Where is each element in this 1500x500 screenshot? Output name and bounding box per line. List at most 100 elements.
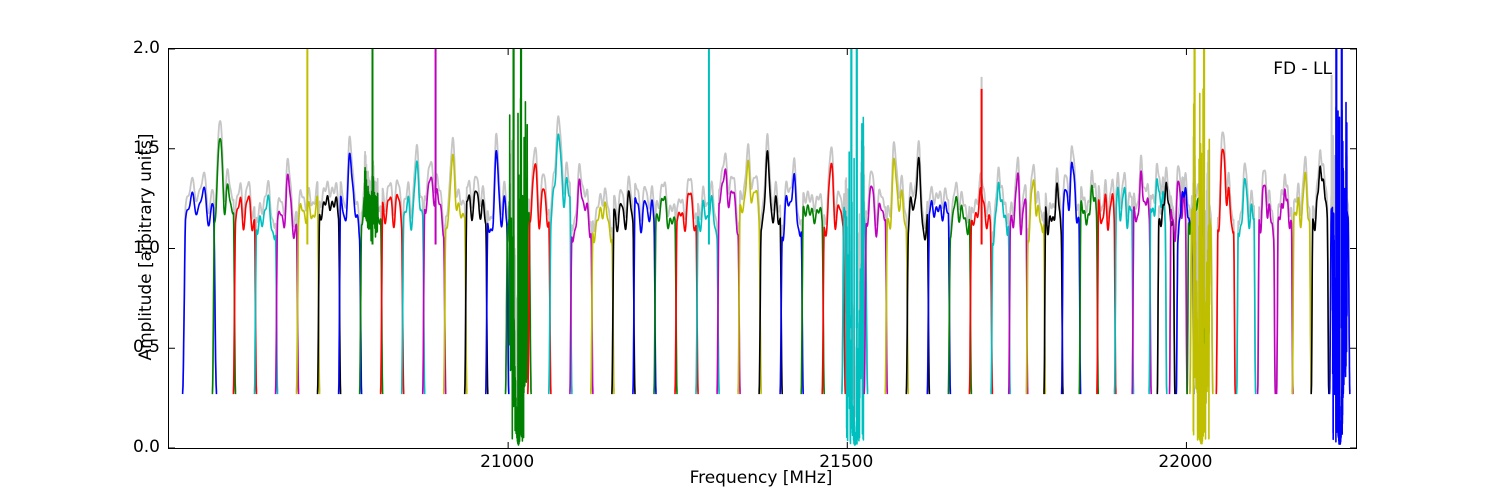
x-axis-label: Frequency [MHz]	[689, 468, 833, 488]
subband-trace-38-c	[990, 181, 1011, 395]
subband-gray-trace-54	[1235, 162, 1257, 392]
subband-trace-31-c	[841, 84, 869, 446]
subband-gray-trace-24	[695, 180, 720, 392]
subband-trace-9-r	[379, 193, 405, 395]
subband-trace-53-r	[1215, 148, 1237, 395]
tick-marks	[169, 49, 1356, 448]
subband-trace-44-r	[1096, 193, 1117, 395]
subband-trace-19-y	[590, 201, 615, 395]
subband-gray-trace-43	[1078, 169, 1100, 392]
subband-trace-17-c	[548, 133, 573, 395]
subband-trace-26-y	[737, 159, 762, 395]
subband-gray-trace-14	[484, 132, 510, 392]
subband-trace-52-y	[1189, 88, 1214, 445]
x-tick-label: 21000	[480, 452, 535, 472]
subband-trace-28-b	[779, 172, 804, 395]
subband-gray-trace-2	[232, 180, 258, 392]
subband-trace-48-k	[1156, 181, 1176, 395]
subband-gray-trace-42	[1060, 145, 1082, 392]
raw-gray-traces	[181, 74, 1351, 419]
subband-gray-trace-13	[463, 175, 489, 392]
subband-trace-55-m	[1256, 184, 1277, 395]
subband-trace-18-m	[569, 178, 594, 395]
subband-trace-58-k	[1310, 165, 1330, 395]
subband-gray-trace-20	[611, 175, 636, 392]
subband-gray-trace-46	[1131, 154, 1153, 392]
subband-trace-11-m	[421, 176, 447, 395]
y-tick-label: 1.5	[132, 137, 160, 158]
subband-traces	[181, 49, 1351, 446]
subband-gray-trace-56	[1275, 173, 1294, 392]
subband-gray-trace-8	[358, 150, 384, 392]
subband-gray-trace-22	[653, 181, 678, 392]
subband-trace-21-b	[632, 197, 657, 395]
y-tick-label: 0.5	[132, 337, 160, 358]
subband-gray-trace-35	[926, 185, 952, 392]
subband-gray-trace-23	[674, 177, 699, 392]
subband-trace-45-c	[1113, 186, 1135, 395]
subband-trace-43-g	[1078, 184, 1100, 395]
subband-trace-7-b	[337, 152, 363, 395]
subband-trace-12-y	[442, 153, 468, 395]
subband-gray-trace-27	[758, 133, 784, 392]
subband-gray-trace-11	[421, 161, 447, 392]
subband-gray-trace-0	[181, 171, 218, 392]
subband-gray-trace-10	[400, 143, 426, 392]
subband-gray-trace-39	[1007, 156, 1029, 392]
subband-trace-1-g	[211, 137, 237, 395]
subband-trace-2-r	[232, 195, 258, 395]
subband-trace-35-b	[926, 199, 952, 395]
subband-gray-trace-44	[1096, 178, 1117, 392]
subband-trace-27-k	[758, 150, 783, 395]
subband-gray-trace-41	[1043, 167, 1064, 392]
plot-axes-box	[168, 48, 1357, 449]
subband-trace-40-y	[1025, 179, 1047, 395]
subband-gray-trace-7	[337, 135, 363, 392]
subband-gray-trace-58	[1310, 149, 1330, 392]
subband-gray-trace-29	[800, 190, 826, 392]
subband-gray-trace-34	[905, 140, 931, 392]
subband-trace-56-m	[1275, 188, 1294, 395]
subband-trace-6-k	[316, 195, 342, 395]
subband-gray-trace-33	[884, 141, 910, 392]
subband-trace-30-r	[821, 162, 847, 395]
subband-trace-33-y	[884, 157, 910, 395]
subband-trace-14-b	[485, 149, 510, 395]
subband-trace-4-m	[274, 173, 300, 395]
x-tick-label: 22000	[1158, 452, 1213, 472]
subband-trace-20-k	[611, 190, 636, 395]
subband-gray-trace-4	[274, 157, 300, 392]
subband-trace-46-m	[1131, 170, 1152, 395]
subband-gray-trace-36	[947, 181, 973, 392]
spectrum-plot	[169, 49, 1356, 448]
subband-trace-41-k	[1043, 182, 1064, 395]
subband-gray-trace-6	[316, 180, 342, 392]
subband-gray-trace-47	[1148, 162, 1168, 392]
subband-trace-0-b	[181, 186, 218, 395]
subband-trace-54-c	[1235, 177, 1257, 395]
subband-trace-25-m	[716, 168, 741, 395]
subband-trace-47-c	[1148, 178, 1168, 395]
subband-trace-29-g	[800, 204, 825, 395]
subband-trace-3-c	[253, 194, 279, 395]
subband-trace-10-c	[400, 160, 426, 395]
subband-trace-59-b	[1328, 101, 1351, 446]
subband-trace-57-y	[1291, 171, 1312, 395]
subband-gray-trace-19	[590, 187, 615, 392]
annotation-fd-ll: FD - LL	[1273, 59, 1332, 79]
subband-gray-trace-45	[1113, 171, 1135, 392]
subband-trace-42-b	[1060, 161, 1082, 395]
y-tick-label: 1.0	[132, 237, 160, 258]
subband-gray-trace-9	[379, 179, 405, 392]
y-tick-label: 0.0	[132, 437, 160, 457]
y-tick-label: 2.0	[132, 38, 160, 58]
x-tick-label: 21500	[819, 452, 874, 472]
subband-gray-trace-3	[253, 179, 279, 392]
subband-trace-8-g	[358, 166, 384, 395]
subband-trace-36-g	[947, 195, 973, 395]
subband-trace-23-r	[674, 192, 699, 395]
subband-trace-13-k	[463, 190, 489, 395]
subband-trace-22-g	[653, 195, 678, 395]
subband-gray-trace-57	[1291, 155, 1313, 392]
